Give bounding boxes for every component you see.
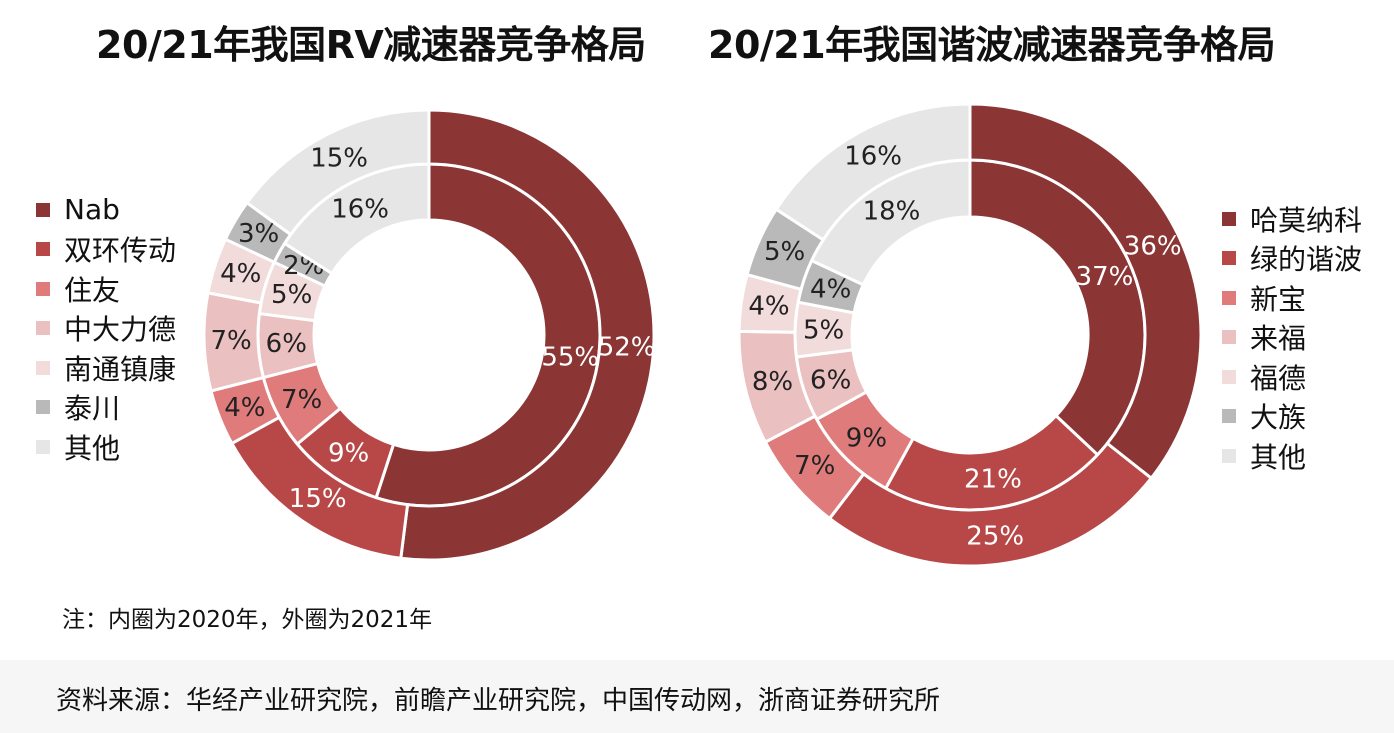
legend-label: 其他	[64, 431, 121, 465]
legend-item: 南通镇康	[36, 348, 176, 388]
legend-swatch	[36, 242, 50, 257]
legend-swatch	[1222, 409, 1236, 424]
data-label-inner-2: 7%	[281, 385, 322, 415]
legend-label: 双环传动	[64, 234, 177, 268]
legend-item: 中大力德	[36, 309, 176, 349]
legend-item: Nab	[36, 190, 176, 230]
legend-swatch	[36, 360, 50, 375]
slice-outer-0	[399, 108, 656, 562]
data-label-inner-4: 5%	[271, 280, 312, 310]
legend-label: 其他	[1250, 440, 1307, 474]
data-label-inner-0: 37%	[1076, 262, 1134, 292]
data-label-outer-2: 7%	[794, 451, 835, 481]
legend-label: 住友	[64, 273, 121, 307]
chart-title-rv: 20/21年我国RV减速器竞争格局	[96, 23, 646, 67]
legend-label: 泰川	[64, 392, 121, 426]
data-label-outer-0: 52%	[598, 332, 656, 362]
donut-chart-harmonic: 37%21%9%6%5%4%18%36%25%7%8%4%5%16%	[737, 102, 1203, 568]
legend-item: 福德	[1222, 357, 1362, 397]
data-label-inner-3: 6%	[810, 365, 851, 395]
legend-item: 哈莫纳科	[1222, 199, 1362, 239]
slice-outer-6	[774, 102, 972, 242]
legend-item: 来福	[1222, 318, 1362, 358]
data-label-inner-5: 4%	[810, 275, 851, 305]
legend-item: 住友	[36, 269, 176, 309]
legend-label: 南通镇康	[64, 352, 177, 386]
legend-rv: Nab 双环传动 住友 中大力德 南通镇康 泰川 其他	[36, 190, 176, 467]
data-label-outer-5: 5%	[764, 237, 805, 267]
data-label-inner-6: 16%	[331, 195, 389, 225]
legend-swatch	[36, 400, 50, 415]
data-label-outer-4: 4%	[220, 259, 261, 289]
legend-swatch	[1222, 211, 1236, 226]
data-label-inner-1: 21%	[964, 465, 1022, 495]
data-label-outer-6: 15%	[310, 144, 368, 174]
data-label-outer-1: 15%	[289, 484, 347, 514]
legend-label: 来福	[1250, 322, 1307, 356]
data-label-inner-4: 5%	[803, 315, 844, 345]
legend-label: 绿的谐波	[1250, 243, 1363, 277]
legend-item: 大族	[1222, 397, 1362, 437]
legend-label: 哈莫纳科	[1250, 203, 1363, 237]
legend-label: 大族	[1250, 401, 1307, 435]
data-label-outer-6: 16%	[844, 142, 902, 172]
legend-label: 中大力德	[64, 313, 177, 347]
data-label-outer-5: 3%	[238, 219, 279, 249]
data-label-inner-3: 6%	[266, 329, 307, 359]
legend-swatch	[1222, 251, 1236, 266]
legend-swatch	[1222, 448, 1236, 463]
chart-note: 注：内圈为2020年，外圈为2021年	[62, 607, 433, 633]
data-label-outer-2: 4%	[224, 393, 265, 423]
legend-label: 福德	[1250, 361, 1307, 395]
legend-label: Nab	[64, 193, 120, 227]
data-label-outer-1: 25%	[966, 521, 1024, 551]
legend-item: 新宝	[1222, 278, 1362, 318]
legend-label: 新宝	[1250, 282, 1307, 316]
data-label-outer-3: 8%	[752, 367, 793, 397]
source-bar: 资料来源：华经产业研究院，前瞻产业研究院，中国传动网，浙商证券研究所	[0, 660, 1394, 733]
legend-item: 双环传动	[36, 230, 176, 270]
data-label-inner-2: 9%	[846, 424, 887, 454]
source-text: 资料来源：华经产业研究院，前瞻产业研究院，中国传动网，浙商证券研究所	[56, 686, 941, 716]
legend-item: 其他	[1222, 436, 1362, 476]
data-label-outer-0: 36%	[1124, 232, 1182, 262]
legend-swatch	[36, 202, 50, 217]
chart-title-harmonic: 20/21年我国谐波减速器竞争格局	[708, 23, 1276, 67]
data-label-outer-3: 7%	[210, 326, 251, 356]
legend-item: 绿的谐波	[1222, 239, 1362, 279]
data-label-inner-0: 55%	[541, 342, 599, 372]
legend-swatch	[36, 321, 50, 336]
legend-swatch	[1222, 290, 1236, 305]
legend-swatch	[36, 281, 50, 296]
data-label-outer-4: 4%	[748, 292, 789, 322]
donut-chart-rv: 55%9%7%6%5%2%16%52%15%4%7%4%3%15%	[202, 108, 656, 562]
legend-swatch	[1222, 330, 1236, 345]
data-label-inner-1: 9%	[328, 438, 369, 468]
legend-item: 其他	[36, 427, 176, 467]
slice-outer-0	[968, 102, 1203, 481]
legend-swatch	[1222, 369, 1236, 384]
legend-item: 泰川	[36, 388, 176, 428]
legend-swatch	[36, 439, 50, 454]
slice-outer-6	[244, 108, 431, 237]
data-label-inner-6: 18%	[863, 196, 921, 226]
legend-harmonic: 哈莫纳科 绿的谐波 新宝 来福 福德 大族 其他	[1222, 199, 1362, 476]
